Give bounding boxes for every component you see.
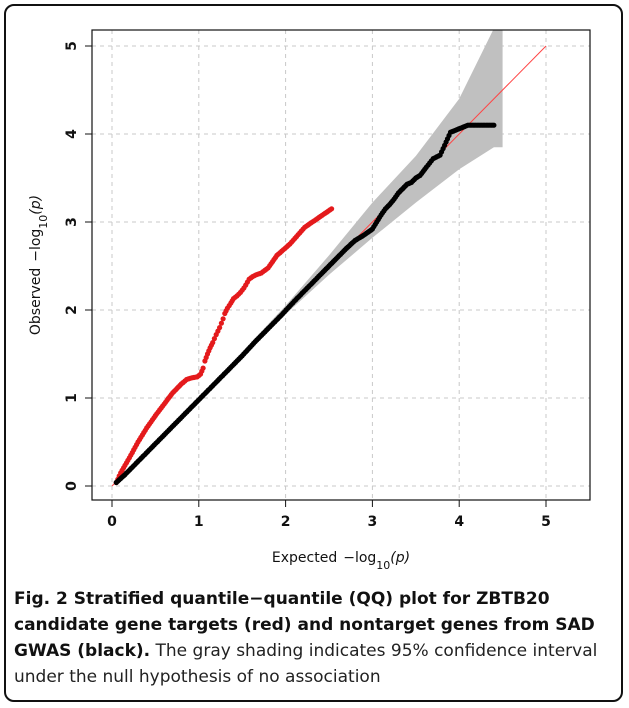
data-point [200, 365, 206, 371]
caption-title: Fig. 2 Stratified quantile−quantile (QQ)… [14, 589, 595, 661]
y-tick-label: 0 [64, 481, 80, 491]
x-tick-label: 1 [194, 514, 204, 530]
figure-frame [4, 4, 623, 702]
x-axis-label: Expected −log10(p) [272, 550, 410, 572]
data-point [491, 122, 497, 128]
confidence-band [112, 30, 503, 486]
y-axis-label-base: 10 [37, 215, 50, 229]
y-axis-label: Observed −log10(p) [28, 195, 50, 335]
y-axis-ticks: 0 1 2 3 4 5 [64, 41, 92, 491]
plot-border [91, 29, 591, 501]
data-point [211, 336, 217, 342]
y-axis-label-arg: (p) [28, 195, 44, 215]
x-axis-label-arg: (p) [390, 550, 410, 566]
y-tick-label: 5 [64, 41, 80, 51]
series-black [113, 122, 497, 486]
x-axis-ticks: 0 1 2 3 4 5 [107, 500, 551, 530]
x-tick-label: 5 [541, 514, 551, 530]
y-tick-label: 2 [64, 305, 80, 315]
x-tick-label: 4 [454, 514, 464, 530]
x-tick-label: 0 [107, 514, 117, 530]
data-point [220, 316, 226, 322]
y-tick-label: 1 [64, 393, 80, 403]
data-points [113, 122, 497, 486]
data-point [218, 320, 224, 326]
y-axis-label-word: Observed [28, 268, 44, 335]
data-point [210, 340, 216, 346]
grid [92, 30, 590, 500]
x-axis-label-base: 10 [376, 559, 390, 572]
x-tick-label: 3 [368, 514, 378, 530]
x-tick-label: 2 [281, 514, 291, 530]
figure-caption: Fig. 2 Stratified quantile−quantile (QQ)… [14, 586, 610, 690]
y-axis-label-log: −log [28, 229, 44, 262]
x-axis-label-log: −log [343, 550, 376, 566]
series-red [113, 206, 335, 486]
y-tick-label: 4 [64, 129, 80, 139]
x-axis-label-word: Expected [272, 550, 337, 566]
caption-body: The gray shading indicates 95% confidenc… [14, 641, 598, 687]
data-point [217, 325, 223, 331]
y-tick-label: 3 [64, 217, 80, 227]
data-point [329, 206, 335, 212]
